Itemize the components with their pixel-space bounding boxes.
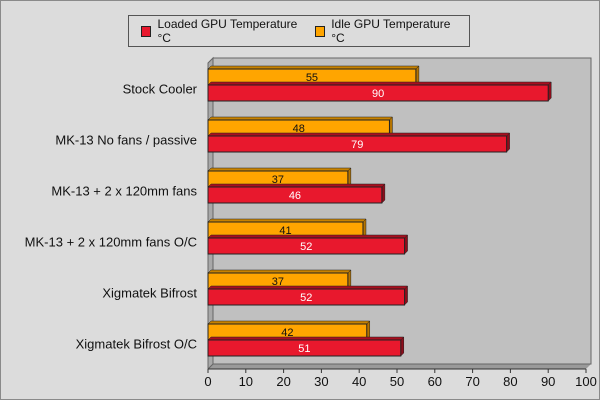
plot-area xyxy=(212,57,592,365)
x-tick-label: 30 xyxy=(314,374,328,389)
data-label: 51 xyxy=(298,343,310,355)
data-label: 41 xyxy=(279,225,291,237)
loaded-bar xyxy=(207,135,508,153)
x-tick-label: 70 xyxy=(465,374,479,389)
x-tick-label: 80 xyxy=(503,374,517,389)
category-label: MK-13 + 2 x 120mm fans xyxy=(51,184,197,199)
x-tick-label: 100 xyxy=(575,374,597,389)
data-label: 37 xyxy=(272,276,284,288)
category-label: Xigmatek Bifrost xyxy=(102,286,197,301)
legend-label-idle: Idle GPU Temperature °C xyxy=(331,17,451,45)
data-label: 52 xyxy=(300,292,312,304)
loaded-bar xyxy=(207,186,383,204)
plot-floor xyxy=(208,364,591,369)
data-label: 48 xyxy=(293,123,305,135)
category-label: Xigmatek Bifrost O/C xyxy=(76,337,197,352)
x-tick-label: 10 xyxy=(239,374,253,389)
data-label: 90 xyxy=(372,88,384,100)
data-label: 42 xyxy=(281,327,293,339)
x-tick-label: 50 xyxy=(390,374,404,389)
data-label: 52 xyxy=(300,241,312,253)
category-label: MK-13 + 2 x 120mm fans O/C xyxy=(25,235,197,250)
legend-item-loaded: Loaded GPU Temperature °C xyxy=(141,17,305,45)
loaded-bar xyxy=(207,339,402,357)
x-tick-label: 60 xyxy=(428,374,442,389)
loaded-bar xyxy=(207,237,406,255)
data-label: 79 xyxy=(351,139,363,151)
legend-item-idle: Idle GPU Temperature °C xyxy=(314,17,459,45)
legend-swatch-idle xyxy=(314,25,326,37)
x-tick-label: 0 xyxy=(204,374,211,389)
data-label: 55 xyxy=(306,72,318,84)
loaded-bar xyxy=(207,288,406,306)
x-tick-label: 20 xyxy=(276,374,290,389)
data-label: 37 xyxy=(272,174,284,186)
category-label: Stock Cooler xyxy=(123,82,198,97)
legend: Loaded GPU Temperature °C Idle GPU Tempe… xyxy=(128,15,470,47)
x-tick-label: 90 xyxy=(541,374,555,389)
legend-swatch-loaded xyxy=(141,25,152,37)
data-label: 46 xyxy=(289,190,301,202)
loaded-bar xyxy=(207,84,549,102)
legend-label-loaded: Loaded GPU Temperature °C xyxy=(157,17,298,45)
category-label: MK-13 No fans / passive xyxy=(55,133,197,148)
x-tick-label: 40 xyxy=(352,374,366,389)
